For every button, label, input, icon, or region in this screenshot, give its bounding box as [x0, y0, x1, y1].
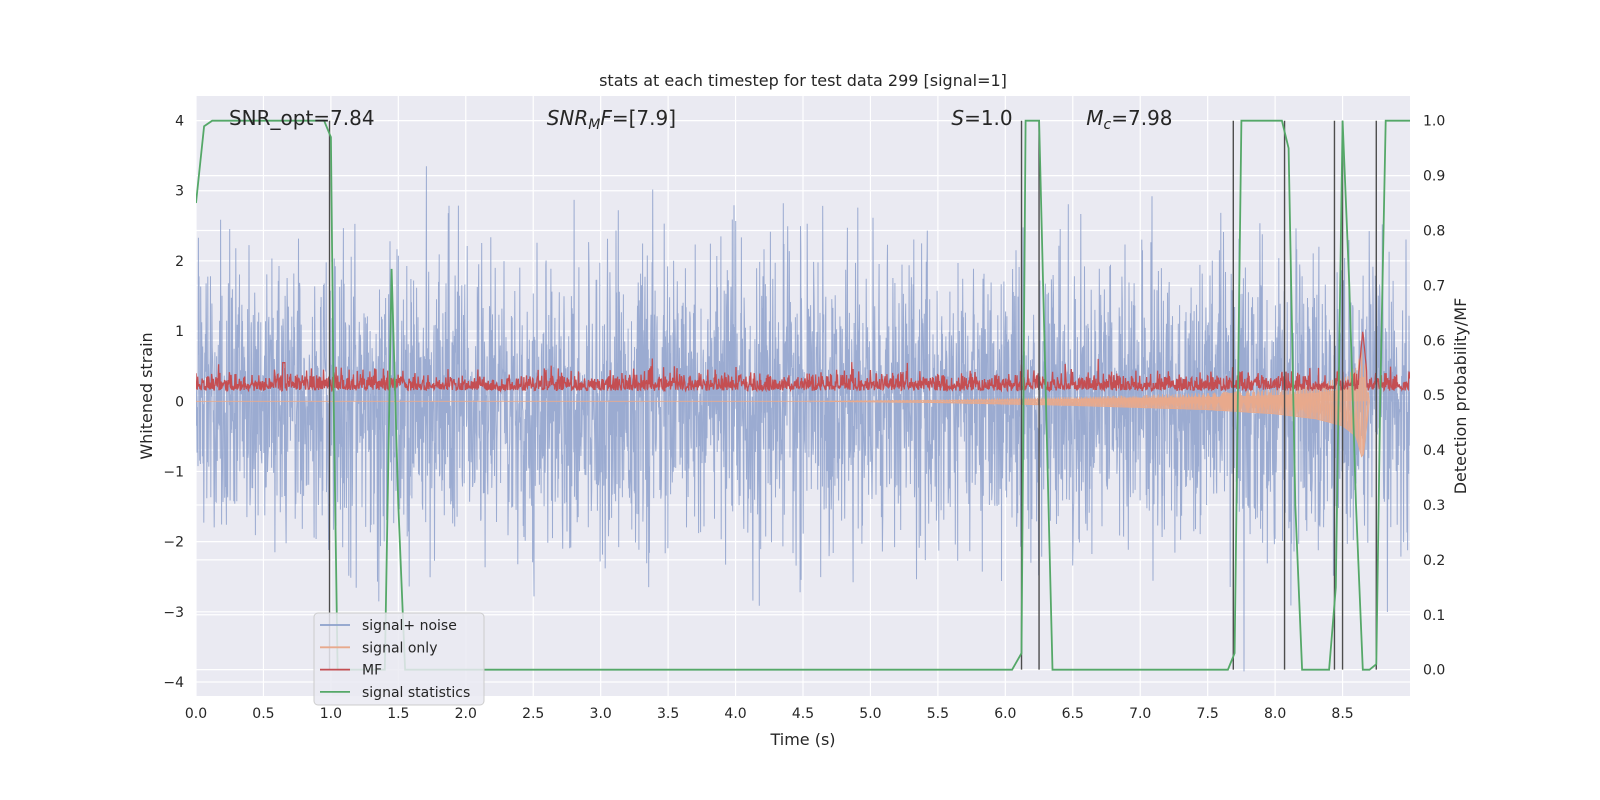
y2-tick-label: 0.4: [1423, 443, 1445, 459]
annotation-part: =[7.9]: [612, 106, 676, 130]
y-tick-label: 2: [175, 254, 184, 270]
legend-box: [313, 612, 485, 706]
x-tick-label: 4.0: [724, 706, 746, 722]
x-tick-label: 4.5: [792, 706, 814, 722]
detection-vlines: [328, 120, 1377, 670]
y-tick-label: −1: [163, 464, 184, 480]
x-tick-label: 7.5: [1197, 706, 1219, 722]
annotation: SNRMF=[7.9]: [547, 106, 676, 133]
y-axis-label: Whitened strain: [137, 332, 156, 459]
legend-entry: MF: [362, 663, 382, 679]
y2-tick-label: 1.0: [1423, 114, 1445, 130]
x-tick-label: 7.0: [1129, 706, 1151, 722]
y2-tick-label: 0.0: [1423, 663, 1445, 679]
y2-axis-label: Detection probability/MF: [1451, 298, 1470, 495]
annotation-part: S: [951, 106, 964, 130]
y-tick-label: −3: [163, 605, 184, 621]
x-tick-label: 5.0: [859, 706, 881, 722]
x-ticks: 0.0 0.5 1.0 1.5 2.0 2.5 3.0 3.5 4.0 4.5 5.0 5.5 6.0 6…: [185, 706, 1354, 722]
series-signal-statistics: [196, 119, 1410, 671]
y2-tick-label: 0.5: [1423, 388, 1445, 404]
x-tick-label: 6.5: [1062, 706, 1084, 722]
x-tick-label: 0.5: [252, 706, 274, 722]
y2-ticks: 0.0 0.1 0.2 0.3 0.4 0.5 0.6 0.7 0.8 0.9 1.0: [1423, 114, 1445, 679]
annotation-part: =7.98: [1111, 106, 1172, 130]
y-tick-label: 3: [175, 184, 184, 200]
y-tick-label: −2: [163, 535, 184, 551]
x-tick-label: 5.5: [927, 706, 949, 722]
series-signal-noise: [196, 166, 1410, 672]
legend-entry: signal+ noise: [362, 618, 457, 634]
x-tick-label: 2.0: [455, 706, 477, 722]
x-tick-label: 1.0: [320, 706, 342, 722]
legend: signal+ noise signal only MF signal statist…: [313, 612, 485, 706]
y2-tick-label: 0.1: [1423, 608, 1445, 624]
annotation-part: c: [1104, 117, 1112, 133]
y2-tick-label: 0.8: [1423, 223, 1445, 239]
y2-tick-label: 0.7: [1423, 278, 1445, 294]
x-tick-label: 3.5: [657, 706, 679, 722]
annotation: SNR_opt=7.84: [229, 106, 375, 130]
y-ticks: −4 −3 −2 −1 0 1 2 3 4: [163, 114, 184, 691]
x-tick-label: 2.5: [522, 706, 544, 722]
x-tick-label: 3.0: [590, 706, 612, 722]
y-tick-label: 4: [175, 114, 184, 130]
y2-tick-label: 0.9: [1423, 169, 1445, 185]
y2-tick-label: 0.2: [1423, 553, 1445, 569]
annotations: SNR_opt=7.84 SNRMF=[7.9] S=1.0 Mc=7.98: [229, 106, 1173, 133]
y-tick-label: −4: [163, 675, 184, 691]
x-tick-label: 8.0: [1264, 706, 1286, 722]
y2-tick-label: 0.6: [1423, 333, 1445, 349]
y-tick-label: 1: [175, 324, 184, 340]
annotation-part: =1.0: [964, 106, 1013, 130]
annotation-part: M: [1086, 106, 1103, 130]
annotation: Mc=7.98: [1086, 106, 1172, 133]
x-axis-label: Time (s): [769, 730, 835, 749]
legend-entry: signal only: [362, 640, 437, 656]
series-signal-only: [196, 345, 1370, 458]
x-tick-label: 1.5: [387, 706, 409, 722]
x-tick-label: 6.0: [994, 706, 1016, 722]
annotation-part: SNR: [547, 106, 589, 130]
legend-entry: signal statistics: [362, 685, 470, 701]
annotation-part: F: [600, 106, 612, 130]
chart-title: stats at each timestep for test data 299…: [599, 71, 1007, 90]
x-tick-label: 0.0: [185, 706, 207, 722]
plot-content: [196, 119, 1410, 672]
y2-tick-label: 0.3: [1423, 498, 1445, 514]
x-tick-label: 8.5: [1331, 706, 1353, 722]
annotation-part: M: [588, 117, 600, 133]
series-mf: [196, 331, 1410, 393]
y-tick-label: 0: [175, 394, 184, 410]
annotation: S=1.0: [951, 106, 1012, 130]
